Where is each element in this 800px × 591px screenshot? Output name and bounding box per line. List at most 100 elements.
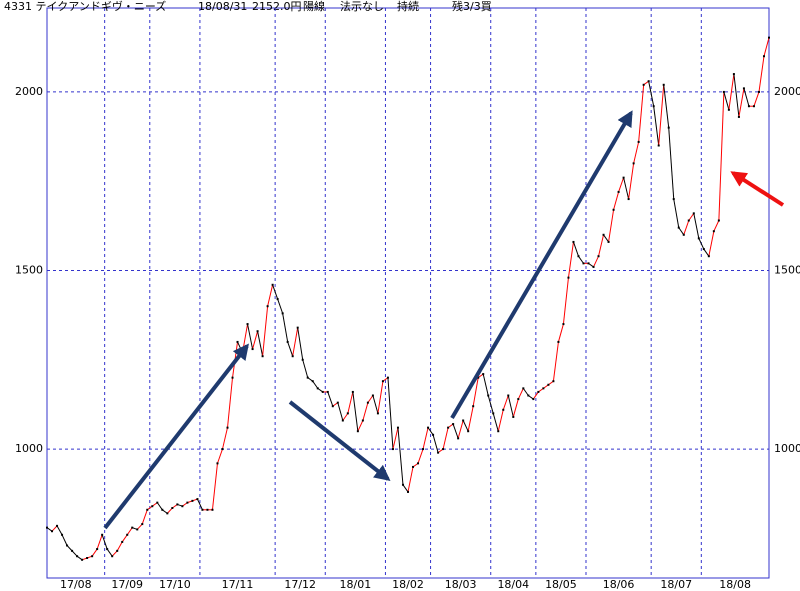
price-point <box>637 140 640 143</box>
price-point <box>607 240 610 243</box>
price-point <box>76 555 79 558</box>
price-point <box>121 540 124 543</box>
price-point <box>737 115 740 118</box>
price-point <box>61 533 64 536</box>
price-point <box>612 208 615 211</box>
price-point <box>356 430 359 433</box>
price-point <box>216 462 219 465</box>
x-tick-label: 17/09 <box>111 578 143 591</box>
price-segment <box>227 377 234 428</box>
price-segment <box>552 341 559 382</box>
price-point <box>231 376 234 379</box>
price-point <box>517 398 520 401</box>
price-segment <box>633 141 640 164</box>
price-point <box>662 83 665 86</box>
price-point <box>321 390 324 393</box>
price-point <box>732 73 735 76</box>
price-segment <box>257 331 264 357</box>
price-point <box>482 373 485 376</box>
price-segment <box>297 327 304 360</box>
x-tick-label: 18/01 <box>340 578 372 591</box>
price-segment <box>567 241 574 278</box>
price-point <box>141 523 144 526</box>
price-point <box>66 544 69 547</box>
price-point <box>657 144 660 147</box>
price-segment <box>517 388 524 400</box>
price-point <box>597 255 600 258</box>
price-point <box>577 255 580 258</box>
price-segment <box>623 177 630 200</box>
price-segment <box>678 227 685 236</box>
price-segment <box>683 220 690 235</box>
price-segment <box>362 402 369 421</box>
price-point <box>181 505 184 508</box>
price-segment <box>91 548 98 557</box>
price-point <box>502 408 505 411</box>
price-point <box>522 387 525 390</box>
price-point <box>206 508 209 511</box>
header-text: 2152.0円 <box>252 0 302 13</box>
price-segment <box>613 191 620 210</box>
price-segment <box>497 409 504 432</box>
price-point <box>417 462 420 465</box>
price-point <box>311 380 314 383</box>
price-point <box>677 226 680 229</box>
header-text: 陽線 <box>303 0 325 13</box>
grid: 1000 1000 1500 1500 2000 2000 17/08 17/09 17/10 1… <box>15 8 800 591</box>
price-segment <box>387 377 394 450</box>
price-segment <box>688 213 695 221</box>
price-point <box>682 233 685 236</box>
price-point <box>221 448 224 451</box>
price-segment <box>472 377 479 407</box>
price-point <box>81 558 84 561</box>
price-segment <box>292 327 299 357</box>
price-segment <box>673 198 680 228</box>
price-point <box>396 426 399 429</box>
price-point <box>176 503 179 506</box>
price-segment <box>492 413 499 432</box>
price-segment <box>372 395 379 414</box>
price-point <box>622 176 625 179</box>
header-text: 18/08/31 <box>198 0 247 13</box>
price-point <box>587 262 590 265</box>
price-point <box>226 426 229 429</box>
price-point <box>341 419 344 422</box>
price-point <box>617 190 620 193</box>
price-segment <box>392 427 399 450</box>
price-segment <box>708 231 715 257</box>
price-point <box>552 380 555 383</box>
price-point <box>86 557 89 559</box>
price-point <box>126 533 129 536</box>
price-point <box>742 87 745 90</box>
x-tick-label: 18/02 <box>392 578 424 591</box>
price-point <box>768 36 770 39</box>
price-point <box>276 298 279 301</box>
price-segment <box>502 395 509 410</box>
price-point <box>386 376 389 379</box>
price-segment <box>352 391 359 432</box>
y-tick-label-right: 1500 <box>774 264 800 277</box>
price-point <box>91 555 94 558</box>
price-segment <box>532 391 539 400</box>
price-segment <box>141 509 148 525</box>
price-point <box>447 426 450 429</box>
price-point <box>51 530 54 533</box>
price-point <box>236 340 239 343</box>
price-point <box>156 501 159 504</box>
price-segment <box>417 448 424 464</box>
price-point <box>246 323 249 326</box>
price-point <box>697 237 700 240</box>
price-segment <box>267 284 274 307</box>
price-segment <box>522 388 529 396</box>
price-point <box>647 80 650 83</box>
price-point <box>532 398 535 401</box>
price-point <box>351 390 354 393</box>
y-tick-label-right: 1000 <box>774 442 800 455</box>
price-segment <box>663 84 670 128</box>
price-point <box>432 433 435 436</box>
price-segment <box>211 463 218 510</box>
arrow <box>103 343 249 530</box>
price-segment <box>738 88 745 118</box>
price-segment <box>452 423 459 439</box>
price-segment <box>422 427 429 450</box>
